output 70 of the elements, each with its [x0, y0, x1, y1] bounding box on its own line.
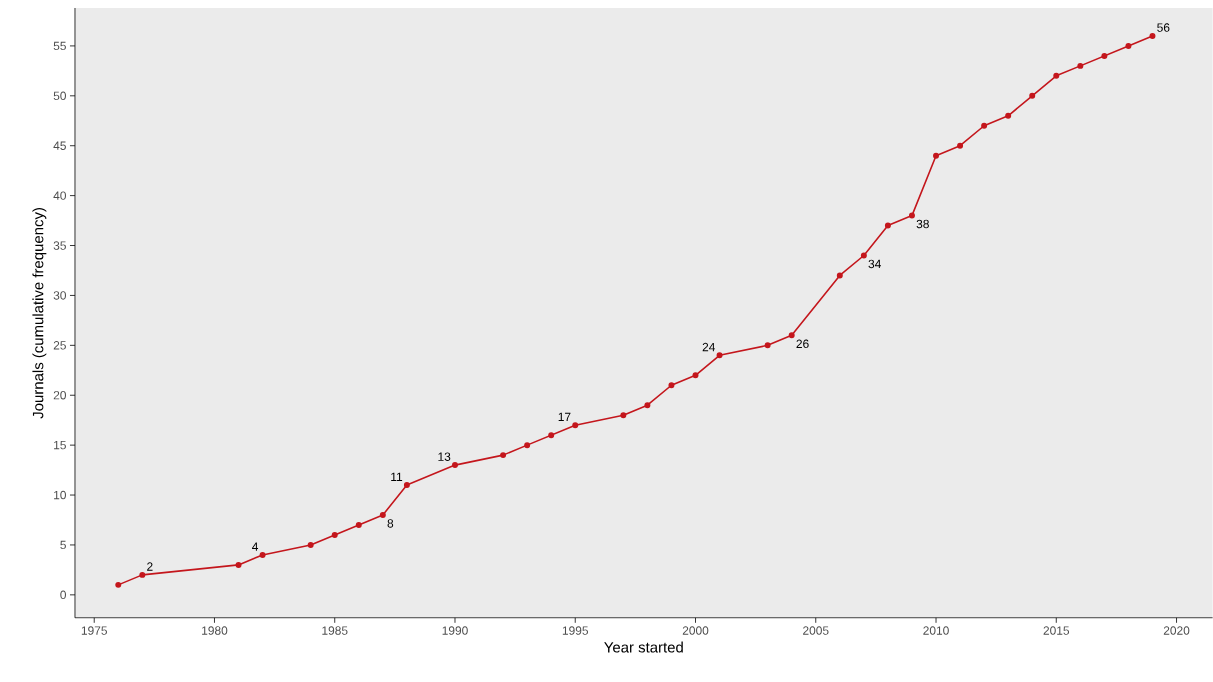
point — [957, 142, 964, 149]
data-label: 8 — [387, 519, 394, 528]
point — [331, 532, 338, 539]
point — [379, 512, 386, 519]
y-tick-label: 50 — [53, 91, 66, 101]
y-tick-label: 5 — [60, 540, 66, 550]
point — [307, 542, 314, 549]
y-tick-label: 15 — [54, 441, 66, 450]
point — [139, 572, 146, 578]
data-label: 2 — [147, 562, 153, 571]
point — [668, 382, 675, 389]
y-tick-label: 10 — [54, 490, 66, 500]
x-tick-label: 1985 — [322, 626, 348, 635]
point — [500, 452, 507, 459]
data-label: 17 — [558, 412, 571, 422]
point — [403, 482, 410, 489]
point — [1077, 63, 1084, 69]
x-tick-label: 2015 — [1043, 626, 1070, 635]
y-tick-label: 35 — [53, 241, 66, 250]
point — [620, 412, 627, 419]
y-tick-label: 55 — [53, 41, 66, 51]
y-tick-label: 30 — [53, 291, 66, 300]
point — [884, 222, 891, 229]
point — [235, 562, 242, 568]
data-label: 24 — [702, 342, 716, 352]
x-tick-label: 1990 — [442, 626, 468, 635]
point — [788, 332, 795, 339]
y-tick-label: 0 — [60, 590, 66, 600]
data-label: 11 — [391, 472, 403, 481]
x-tick-label: 2020 — [1163, 626, 1190, 635]
point — [1101, 53, 1108, 59]
point — [572, 422, 579, 429]
data-label: 26 — [796, 339, 809, 349]
point — [1029, 92, 1036, 99]
point — [1005, 112, 1012, 119]
data-label: 56 — [1157, 23, 1170, 32]
y-tick-label: 20 — [53, 391, 66, 400]
point — [836, 272, 843, 279]
data-label: 13 — [438, 452, 451, 462]
x-tick-label: 2010 — [923, 626, 949, 635]
point — [644, 402, 651, 409]
point — [452, 462, 458, 469]
data-label: 38 — [916, 219, 929, 229]
point — [981, 122, 988, 129]
y-axis-title: Journals (cumulative frequency) — [32, 208, 47, 419]
x-tick-label: 1975 — [81, 626, 107, 635]
point — [524, 442, 531, 449]
x-tick-label: 1980 — [202, 626, 228, 635]
point — [692, 372, 699, 379]
x-tick-label: 1995 — [562, 626, 589, 635]
x-tick-label: 2000 — [682, 626, 709, 635]
point — [1053, 72, 1060, 79]
data-label: 34 — [868, 259, 881, 269]
point — [548, 432, 555, 439]
y-tick-label: 45 — [53, 141, 66, 150]
y-tick-label: 40 — [53, 191, 66, 200]
x-tick-label: 2005 — [803, 626, 829, 635]
point — [115, 581, 122, 588]
y-tick-label: 25 — [53, 341, 66, 350]
data-label: 4 — [252, 542, 259, 551]
point — [764, 342, 771, 349]
point — [860, 252, 867, 259]
point — [259, 552, 266, 559]
point — [1149, 33, 1156, 40]
point — [908, 212, 915, 219]
point — [933, 152, 940, 159]
point — [716, 352, 723, 359]
point — [355, 522, 362, 529]
x-axis-title: Year started — [604, 641, 683, 653]
point — [1125, 43, 1132, 50]
